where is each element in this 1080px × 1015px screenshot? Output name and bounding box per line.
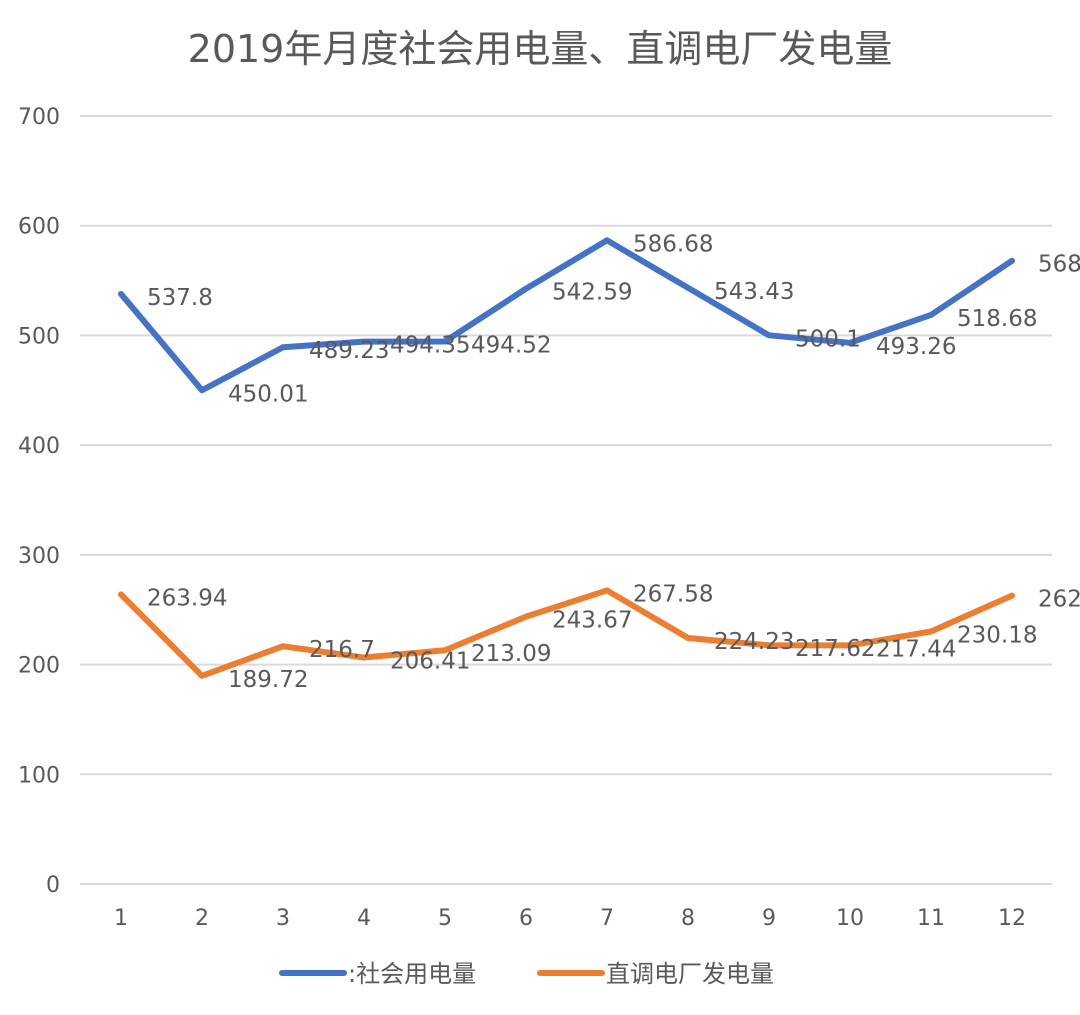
data-label: 213.09 bbox=[471, 641, 551, 667]
data-label: 224.23 bbox=[714, 629, 794, 655]
x-tick-label: 3 bbox=[276, 906, 290, 931]
data-label: 494.35 bbox=[390, 333, 470, 359]
data-label: 518.68 bbox=[957, 306, 1037, 332]
x-tick-label: 9 bbox=[762, 906, 776, 931]
data-label: 568.08 bbox=[1038, 252, 1080, 278]
data-label: 217.62 bbox=[795, 636, 875, 662]
series-line-1 bbox=[118, 237, 1015, 394]
x-tick-label: 5 bbox=[438, 906, 452, 931]
y-tick-label: 300 bbox=[18, 544, 60, 569]
x-tick-label: 4 bbox=[357, 906, 371, 931]
data-label: 262.85 bbox=[1038, 587, 1080, 613]
chart-title: 2019年月度社会用电量、直调电厂发电量 bbox=[188, 27, 893, 71]
x-tick-label: 8 bbox=[681, 906, 695, 931]
x-tick-label: 11 bbox=[917, 906, 945, 931]
data-label: 206.41 bbox=[390, 649, 470, 675]
series-line-2 bbox=[118, 587, 1015, 679]
data-label: 216.7 bbox=[309, 637, 375, 663]
y-tick-label: 600 bbox=[18, 215, 60, 240]
data-label: 500.1 bbox=[795, 326, 861, 352]
data-label: 267.58 bbox=[633, 581, 713, 607]
data-label: 489.23 bbox=[309, 338, 389, 364]
data-label: 494.52 bbox=[471, 332, 551, 358]
y-tick-label: 100 bbox=[18, 763, 60, 788]
data-label: 230.18 bbox=[957, 622, 1037, 648]
y-tick-label: 400 bbox=[18, 434, 60, 459]
data-label: 543.43 bbox=[714, 279, 794, 305]
x-tick-label: 7 bbox=[600, 906, 614, 931]
x-tick-label: 12 bbox=[998, 906, 1026, 931]
y-tick-label: 200 bbox=[18, 654, 60, 679]
x-tick-label: 2 bbox=[195, 906, 209, 931]
data-label: 189.72 bbox=[228, 667, 308, 693]
legend-label: :社会用电量 bbox=[348, 960, 476, 988]
data-label: 450.01 bbox=[228, 381, 308, 407]
data-label: 263.94 bbox=[147, 585, 227, 611]
data-label: 542.59 bbox=[552, 280, 632, 306]
legend-label: 直调电厂发电量 bbox=[606, 960, 774, 988]
y-tick-label: 500 bbox=[18, 324, 60, 349]
y-tick-label: 700 bbox=[18, 105, 60, 130]
x-tick-label: 1 bbox=[114, 906, 128, 931]
x-tick-label: 6 bbox=[519, 906, 533, 931]
data-label: 537.8 bbox=[147, 285, 213, 311]
y-tick-label: 0 bbox=[46, 873, 60, 898]
x-tick-label: 10 bbox=[836, 906, 864, 931]
data-label: 243.67 bbox=[552, 608, 632, 634]
data-label: 493.26 bbox=[876, 334, 956, 360]
data-label: 217.44 bbox=[876, 636, 956, 662]
data-label: 586.68 bbox=[633, 231, 713, 257]
